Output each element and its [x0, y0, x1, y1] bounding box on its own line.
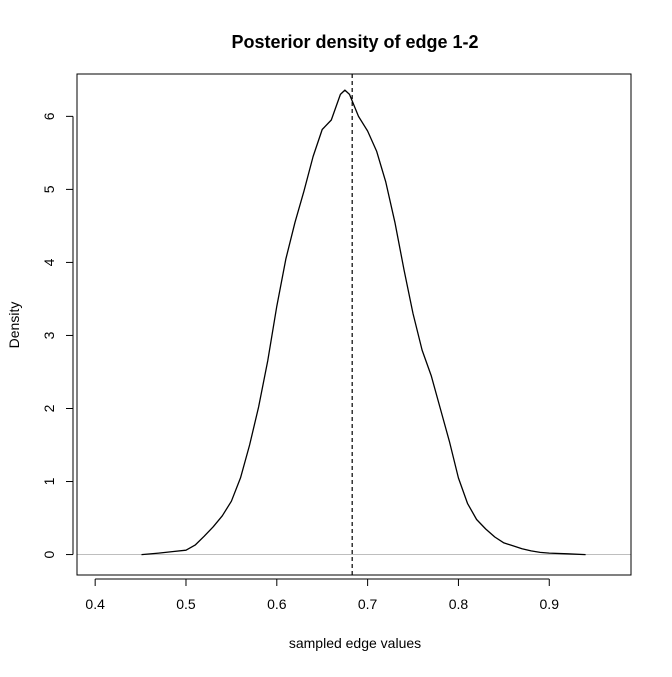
y-tick-label: 2	[41, 404, 57, 412]
x-tick-label: 0.9	[540, 596, 560, 612]
y-tick-label: 6	[41, 112, 57, 120]
x-tick-label: 0.6	[267, 596, 287, 612]
x-tick-label: 0.4	[85, 596, 105, 612]
x-tick-label: 0.5	[176, 596, 196, 612]
x-tick-label: 0.8	[449, 596, 469, 612]
y-tick-label: 3	[41, 331, 57, 339]
y-tick-label: 1	[41, 477, 57, 485]
y-axis-title: Density	[6, 302, 22, 349]
density-curve	[141, 89, 586, 556]
plot-area: 0.4 0.5 0.6 0.7 0.8 0.9 0 1 2 3 4 5 6	[41, 73, 632, 612]
x-tick-label: 0.7	[358, 596, 378, 612]
y-tick-label: 5	[41, 185, 57, 193]
x-axis-title: sampled edge values	[289, 635, 421, 651]
y-tick-label: 0	[41, 550, 57, 558]
chart-title: Posterior density of edge 1-2	[231, 32, 478, 52]
plot-frame	[76, 73, 632, 576]
y-tick-label: 4	[41, 258, 57, 266]
